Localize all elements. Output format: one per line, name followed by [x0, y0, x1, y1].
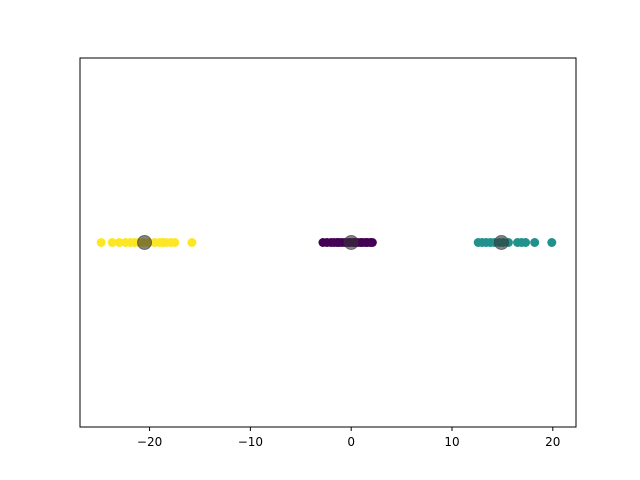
- data-points: [96, 238, 557, 247]
- data-point-series-2-1: [107, 238, 117, 247]
- cluster-center-1: [493, 235, 509, 250]
- x-tick-label-2: 0: [347, 435, 355, 449]
- cluster-center-0: [343, 235, 359, 250]
- x-tick-label-0: −20: [137, 435, 162, 449]
- cluster-centers: [137, 235, 509, 250]
- data-point-series-1-10: [521, 238, 531, 247]
- data-point-series-0-18: [367, 238, 377, 247]
- data-point-series-2-15: [187, 238, 197, 247]
- axes-frame: [79, 57, 577, 428]
- x-tick-label-3: 10: [444, 435, 459, 449]
- x-axis-ticks: −20 −10 0 10 20: [137, 427, 560, 449]
- data-point-series-2-14: [170, 238, 180, 247]
- x-tick-label-4: 20: [545, 435, 560, 449]
- data-point-series-1-12: [547, 238, 557, 247]
- cluster-center-2: [137, 235, 153, 250]
- x-tick-label-1: −10: [238, 435, 263, 449]
- data-point-series-1-11: [530, 238, 540, 247]
- data-point-series-2-0: [96, 238, 106, 247]
